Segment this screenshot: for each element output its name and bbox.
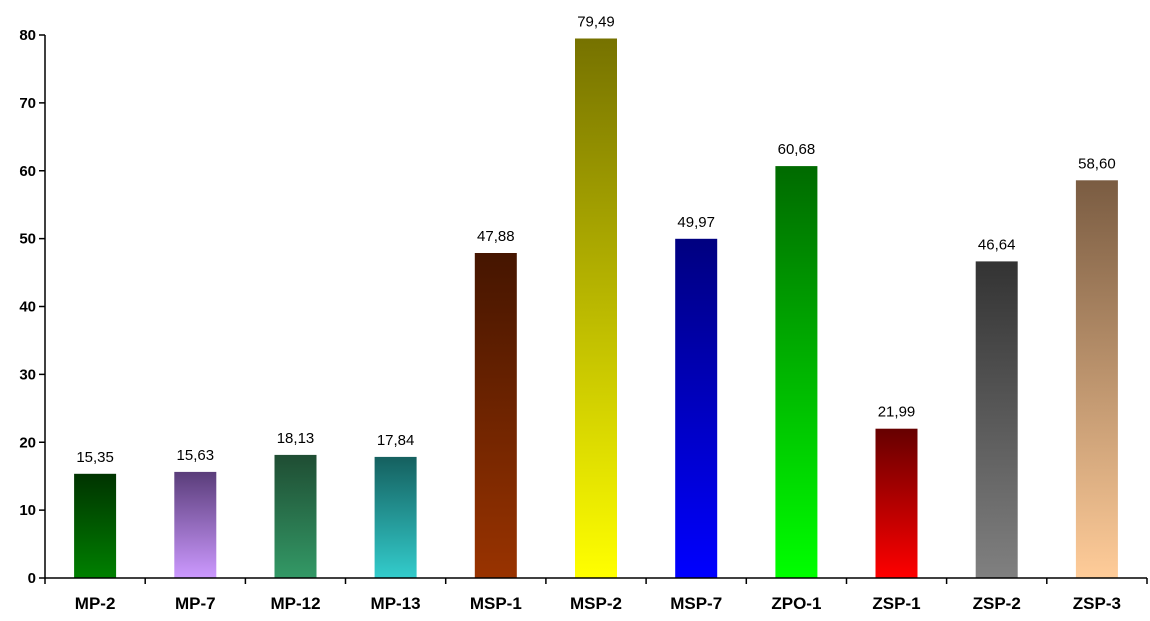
y-tick-label: 30 — [19, 366, 36, 383]
bar-zsp-2 — [975, 261, 1018, 578]
data-label-zpo-1: 60,68 — [778, 141, 816, 158]
data-label-zsp-2: 46,64 — [978, 236, 1016, 253]
x-tick-label-mp-12: MP-12 — [270, 594, 320, 613]
bar-mp-7 — [174, 471, 217, 578]
x-tick-label-zsp-1: ZSP-1 — [872, 594, 920, 613]
y-tick-label: 80 — [19, 27, 36, 44]
data-label-zsp-1: 21,99 — [878, 404, 916, 421]
y-tick-label: 20 — [19, 434, 36, 451]
x-tick-label-mp-7: MP-7 — [175, 594, 216, 613]
x-tick-label-zsp-3: ZSP-3 — [1073, 594, 1121, 613]
bar-zsp-3 — [1075, 180, 1118, 579]
x-tick-label-mp-13: MP-13 — [371, 594, 421, 613]
bar-zpo-1 — [775, 166, 818, 578]
data-label-zsp-3: 58,60 — [1078, 155, 1116, 172]
bar-mp-2 — [74, 473, 117, 578]
x-tick-label-msp-7: MSP-7 — [670, 594, 722, 613]
bar-msp-1 — [474, 253, 517, 578]
y-tick-label: 40 — [19, 299, 36, 316]
bar-zsp-1 — [875, 428, 918, 578]
y-tick-label: 10 — [19, 502, 36, 519]
data-label-msp-1: 47,88 — [477, 228, 515, 245]
bar-mp-13 — [374, 456, 417, 578]
y-tick-label: 50 — [19, 231, 36, 248]
bars-layer — [74, 38, 1118, 579]
data-label-msp-2: 79,49 — [577, 14, 615, 31]
x-tick-label-zpo-1: ZPO-1 — [771, 594, 821, 613]
x-tick-label-mp-2: MP-2 — [75, 594, 116, 613]
data-label-msp-7: 49,97 — [677, 214, 715, 231]
data-label-mp-2: 15,35 — [76, 449, 114, 466]
data-label-mp-7: 15,63 — [177, 447, 215, 464]
x-tick-label-msp-1: MSP-1 — [470, 594, 522, 613]
y-tick-label: 0 — [28, 570, 36, 587]
bar-msp-2 — [575, 38, 617, 578]
axes-layer — [39, 34, 1148, 584]
bar-mp-12 — [274, 454, 317, 578]
x-tick-label-msp-2: MSP-2 — [570, 594, 622, 613]
x-tick-label-zsp-2: ZSP-2 — [973, 594, 1021, 613]
data-label-mp-13: 17,84 — [377, 432, 415, 449]
y-tick-label: 60 — [19, 163, 36, 180]
data-label-mp-12: 18,13 — [277, 430, 315, 447]
labels-layer: 15,35 MP-2 15,63 MP-7 18,13 MP-12 17,84 MP-13 47… — [19, 14, 1121, 614]
bar-msp-7 — [675, 238, 718, 579]
y-tick-label: 70 — [19, 95, 36, 112]
